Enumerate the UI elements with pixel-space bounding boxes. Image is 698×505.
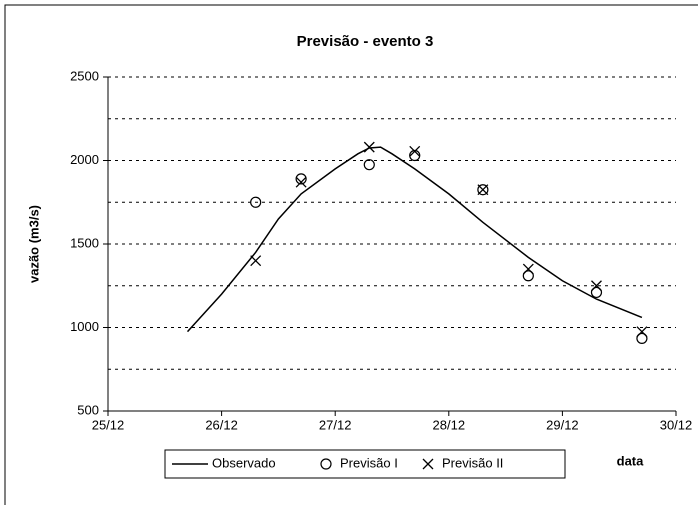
marker <box>363 141 375 153</box>
marker <box>636 326 648 338</box>
marker <box>250 196 262 208</box>
chart-border <box>4 4 698 505</box>
x-tick-label: 29/12 <box>546 417 579 432</box>
marker <box>477 184 489 196</box>
marker <box>591 280 602 292</box>
legend-symbol <box>422 458 434 470</box>
y-tick-label: 1500 <box>70 235 99 250</box>
line <box>186 146 643 333</box>
x-tick-label: 26/12 <box>205 417 238 432</box>
y-tick-label: 1000 <box>70 319 99 334</box>
y-axis-label: vazão (m3/s) <box>26 205 41 283</box>
x-axis-label: data <box>617 453 645 468</box>
marker <box>477 184 489 196</box>
y-tick-label: 500 <box>77 402 99 417</box>
marker <box>363 159 375 171</box>
marker <box>250 255 262 267</box>
x-tick-label: 27/12 <box>319 417 352 432</box>
marker <box>522 270 534 282</box>
marker <box>295 173 307 185</box>
legend-label: Previsão II <box>442 455 503 470</box>
chart-title: Previsão - evento 3 <box>297 33 434 50</box>
legend-symbol <box>320 458 332 470</box>
y-tick-label: 2000 <box>70 152 99 167</box>
marker <box>295 176 307 188</box>
x-tick-label: 30/12 <box>660 417 693 432</box>
legend-label: Observado <box>212 455 276 470</box>
marker <box>522 263 534 275</box>
x-tick-label: 28/12 <box>433 417 466 432</box>
marker <box>409 145 421 157</box>
legend-box <box>164 449 566 479</box>
x-tick-label: 25/12 <box>92 417 125 432</box>
legend-label: Previsão I <box>340 455 398 470</box>
marker <box>636 332 648 344</box>
y-tick-label: 2500 <box>70 68 99 83</box>
marker <box>590 286 603 299</box>
